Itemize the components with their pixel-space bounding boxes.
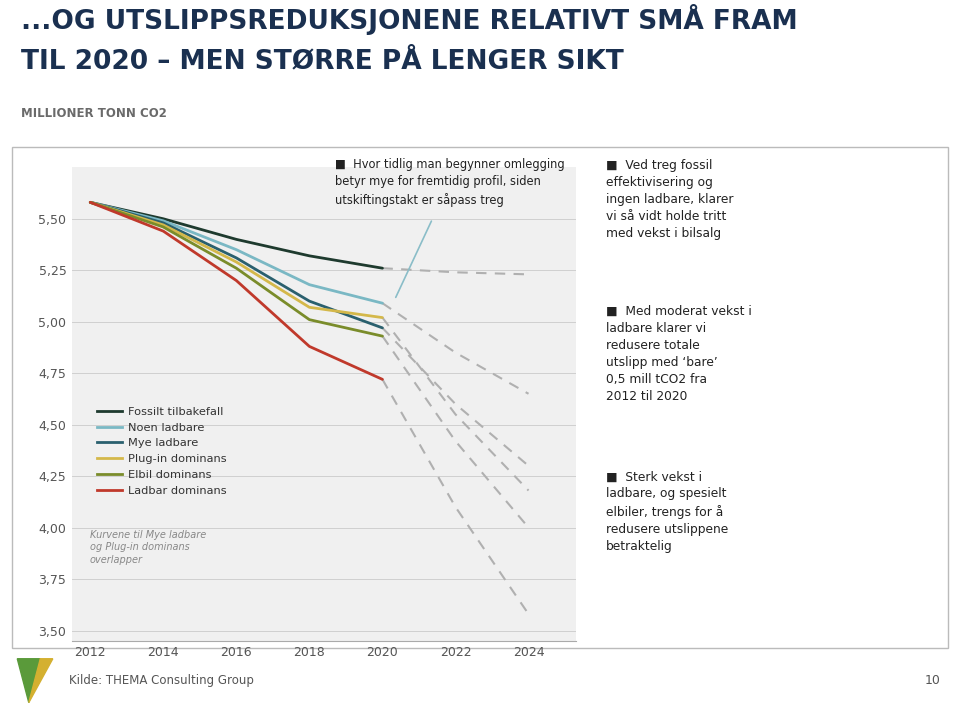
- Text: MILLIONER TONN CO2: MILLIONER TONN CO2: [21, 107, 167, 120]
- Polygon shape: [17, 659, 40, 703]
- Text: Mindre variasjon mot 2020, men stor variasjon på lengre sikt: Mindre variasjon mot 2020, men stor vari…: [25, 126, 532, 142]
- Legend: Fossilt tilbakefall, Noen ladbare, Mye ladbare, Plug-in dominans, Elbil dominans: Fossilt tilbakefall, Noen ladbare, Mye l…: [93, 402, 231, 501]
- Text: ■  Med moderat vekst i
ladbare klarer vi
redusere totale
utslipp med ‘bare’
0,5 : ■ Med moderat vekst i ladbare klarer vi …: [606, 305, 752, 403]
- Text: Kilde: THEMA Consulting Group: Kilde: THEMA Consulting Group: [69, 674, 254, 687]
- Text: ■  Ved treg fossil
effektivisering og
ingen ladbare, klarer
vi så vidt holde tri: ■ Ved treg fossil effektivisering og ing…: [606, 159, 733, 240]
- Text: TIL 2020 – MEN STØRRE PÅ LENGER SIKT: TIL 2020 – MEN STØRRE PÅ LENGER SIKT: [21, 48, 624, 75]
- Text: ■  Sterk vekst i
ladbare, og spesielt
elbiler, trengs for å
redusere utslippene
: ■ Sterk vekst i ladbare, og spesielt elb…: [606, 471, 728, 553]
- Text: Kurvene til Mye ladbare
og Plug-in dominans
overlapper: Kurvene til Mye ladbare og Plug-in domin…: [89, 530, 205, 565]
- Text: ...OG UTSLIPPSREDUKSJONENE RELATIVT SMÅ FRAM: ...OG UTSLIPPSREDUKSJONENE RELATIVT SMÅ …: [21, 4, 798, 35]
- Text: ■  Hvor tidlig man begynner omlegging
betyr mye for fremtidig profil, siden
utsk: ■ Hvor tidlig man begynner omlegging bet…: [335, 159, 564, 206]
- Polygon shape: [29, 659, 53, 703]
- Text: 10: 10: [924, 674, 941, 687]
